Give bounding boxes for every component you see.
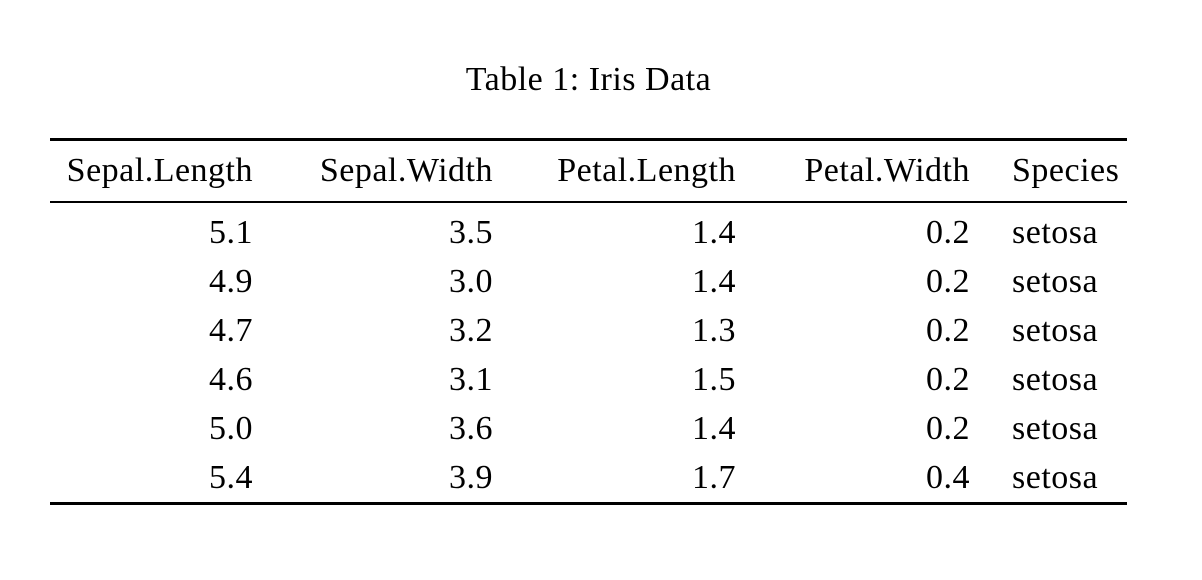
cell-sepal-width: 3.0: [449, 262, 493, 300]
cell-petal-length: 1.4: [692, 409, 736, 447]
cell-species: setosa: [1012, 311, 1099, 349]
cell-petal-length: 1.4: [692, 262, 736, 300]
cell-sepal-length: 5.0: [209, 409, 253, 447]
cell-sepal-width: 3.2: [449, 311, 493, 349]
cell-species: setosa: [1012, 458, 1099, 496]
cell-sepal-width: 3.5: [449, 213, 493, 251]
cell-species: setosa: [1012, 213, 1099, 251]
cell-petal-length: 1.7: [692, 458, 736, 496]
table-row: 5.1 3.5 1.4 0.2 setosa: [50, 202, 1127, 257]
cell-species: setosa: [1012, 409, 1099, 447]
cell-sepal-width: 3.9: [449, 458, 493, 496]
cell-species: setosa: [1012, 360, 1099, 398]
header-row: Sepal.Length Sepal.Width Petal.Length Pe…: [50, 139, 1127, 203]
cell-sepal-length: 4.7: [209, 311, 253, 349]
cell-species: setosa: [1012, 262, 1099, 300]
column-header-petal-length: Petal.Length: [514, 139, 757, 203]
column-header-species: Species: [991, 139, 1127, 203]
cell-sepal-width: 3.6: [449, 409, 493, 447]
cell-petal-length: 1.3: [692, 311, 736, 349]
cell-sepal-length: 5.4: [209, 458, 253, 496]
column-header-sepal-width: Sepal.Width: [274, 139, 514, 203]
table-caption: Table 1: Iris Data: [465, 61, 712, 98]
cell-petal-width: 0.4: [926, 458, 970, 496]
table-row: 4.6 3.1 1.5 0.2 setosa: [50, 355, 1127, 404]
table-row: 5.0 3.6 1.4 0.2 setosa: [50, 404, 1127, 453]
cell-petal-width: 0.2: [926, 213, 970, 251]
cell-sepal-length: 4.6: [209, 360, 253, 398]
cell-petal-width: 0.2: [926, 262, 970, 300]
cell-sepal-width: 3.1: [449, 360, 493, 398]
cell-sepal-length: 5.1: [209, 213, 253, 251]
cell-petal-width: 0.2: [926, 311, 970, 349]
column-header-petal-width: Petal.Width: [757, 139, 991, 203]
cell-petal-length: 1.4: [692, 213, 736, 251]
iris-data-table: Sepal.Length Sepal.Width Petal.Length Pe…: [50, 138, 1127, 505]
cell-sepal-length: 4.9: [209, 262, 253, 300]
table-row: 4.9 3.0 1.4 0.2 setosa: [50, 257, 1127, 306]
cell-petal-width: 0.2: [926, 360, 970, 398]
cell-petal-length: 1.5: [692, 360, 736, 398]
table-row: 4.7 3.2 1.3 0.2 setosa: [50, 306, 1127, 355]
cell-petal-width: 0.2: [926, 409, 970, 447]
column-header-sepal-length: Sepal.Length: [50, 139, 274, 203]
table-row: 5.4 3.9 1.7 0.4 setosa: [50, 453, 1127, 504]
